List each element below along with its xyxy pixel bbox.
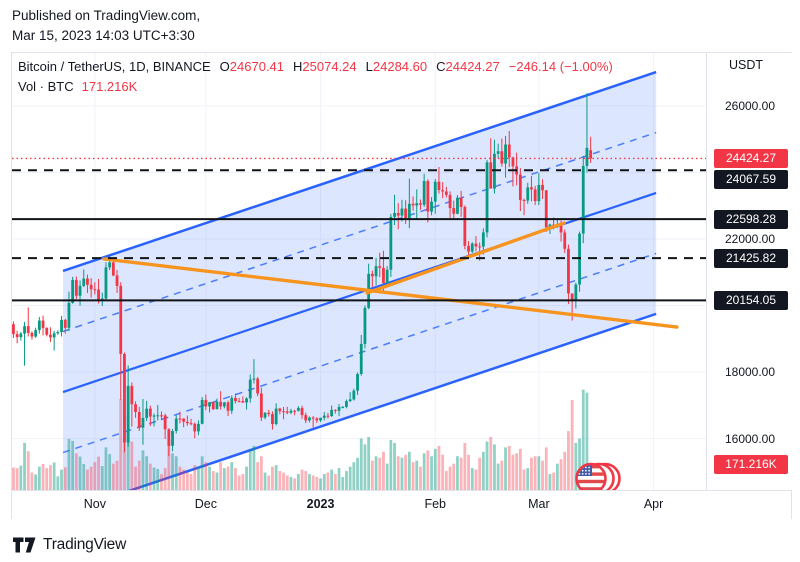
time-axis[interactable]: Nov Dec 2023 Feb Mar Apr [12,490,791,519]
price-levels[interactable] [12,157,706,302]
price-badge-21425.82: 21425.82 [714,248,788,268]
regression-channel[interactable] [62,70,657,490]
price-chart-canvas[interactable] [12,53,706,490]
price-axis-label-26000.00: 26000.00 [724,99,776,113]
candles [12,93,593,457]
tradingview-footer[interactable]: TradingView [13,536,126,554]
chart-legend: Bitcoin / TetherUS, 1D, BINANCE O24670.41… [18,59,613,74]
published-header: Published on TradingView.com, Mar 15, 20… [12,6,200,46]
price-badge-20154.05: 20154.05 [714,290,788,310]
chart-widget: Bitcoin / TetherUS, 1D, BINANCE O24670.41… [11,52,793,519]
price-axis-label-18000.00: 18000.00 [724,365,776,380]
price-badge-24424.27: 24424.27 [714,148,788,168]
trendline-descending[interactable] [102,257,679,329]
time-axis-label-2023: 2023 [306,497,335,511]
price-axis-label-16000.00: 16000.00 [724,431,776,446]
published-date: Mar 15, 2023 14:03 UTC+3:30 [12,28,195,43]
ohlc-low: L24284.60 [365,59,428,74]
quote-currency-label: USDT [728,58,764,72]
price-axis[interactable]: USDT 26000.00 22000.00 18000.00 16000.00 244… [706,53,793,490]
volume-label[interactable]: Vol · BTC [18,79,74,94]
ohlc-close: C24424.27 [436,59,500,74]
volume-legend: Vol · BTC 171.216K [18,79,137,94]
symbol-title[interactable]: Bitcoin / TetherUS, 1D, BINANCE [18,59,211,74]
ohlc-open: O24670.41 [219,59,285,74]
us-flag-sticker[interactable] [575,462,621,490]
time-axis-label-Mar: Mar [528,497,550,511]
change-value: −246.14 (−1.00%) [508,59,613,74]
volume-bars [12,386,593,490]
price-badge-22598.28: 22598.28 [714,209,788,229]
volume-value: 171.216K [81,79,138,94]
volume-badge: 171.216K [714,455,788,475]
ohlc-high: H25074.24 [293,59,357,74]
time-axis-label-Apr: Apr [643,497,664,511]
time-axis-label-Nov: Nov [83,497,106,511]
published-source: Published on TradingView.com, [12,8,201,23]
time-axis-label-Feb: Feb [424,497,447,511]
price-badge-24067.59: 24067.59 [714,169,788,189]
time-axis-label-Dec: Dec [194,497,217,511]
tradingview-logo-icon [13,537,36,553]
price-axis-label-22000.00: 22000.00 [724,232,776,247]
tradingview-logo-text: TradingView [43,536,127,553]
